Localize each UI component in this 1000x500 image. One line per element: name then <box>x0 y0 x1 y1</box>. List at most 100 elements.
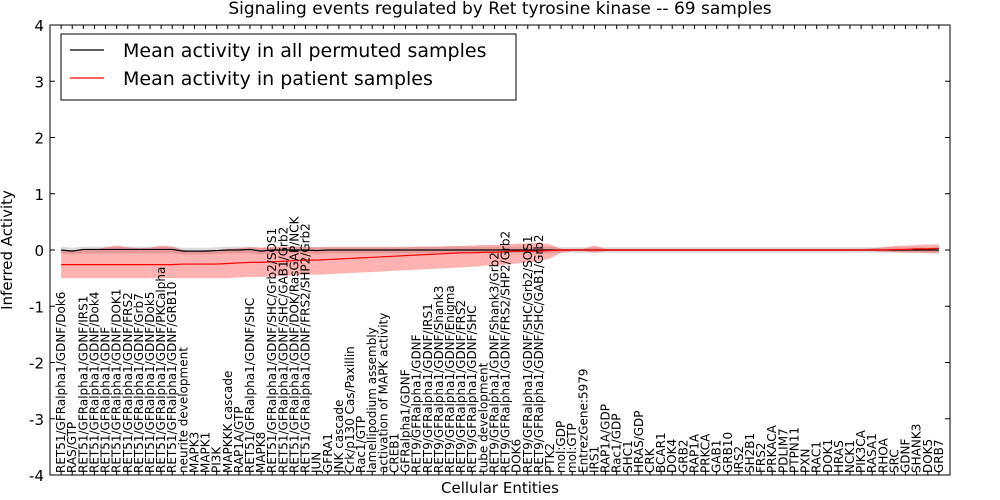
x-tick-label: DOK5 <box>921 439 935 473</box>
x-tick-label: RET9/GFRalpha1/GDNF/FRS2/SHP2/Grb2 <box>499 231 513 473</box>
x-tick-label: MAPK3 <box>187 432 201 473</box>
x-axis-label: Cellular Entities <box>441 479 559 497</box>
x-tick-label: RET9/GFRalpha1/GDNF/SHC/GAB1/Grb2 <box>532 234 546 473</box>
x-tick-label: RAP1A/GTP <box>232 406 246 473</box>
x-tick-label: RET51/GFRalpha1/GDNF/IRS1 <box>76 296 90 473</box>
x-tick-label: MAPK8 <box>254 432 268 473</box>
x-tick-label: RAP1A/GDP <box>599 404 613 473</box>
x-tick-label: MAPKKK cascade <box>221 371 235 473</box>
y-tick-label: -4 <box>29 467 44 485</box>
x-tick-label: BCAR1 <box>654 432 668 473</box>
x-tick-label: RET9/GFRalpha1/GDNF/IRS1 <box>421 303 435 473</box>
x-tick-label: RET9/GFRalpha1/GDNF/Shank3 <box>432 286 446 473</box>
y-tick-label: -3 <box>29 411 44 429</box>
y-tick-label: 0 <box>34 242 44 260</box>
x-axis: RET51/GFRalpha1/GDNF/Dok6RAS/GTPRET51/GF… <box>54 25 946 475</box>
y-tick-label: 1 <box>34 186 44 204</box>
x-tick-label: RET51/GFRalpha1/GDNF/GRB10 <box>165 282 179 473</box>
x-tick-label: Rac1/GTP <box>354 416 368 473</box>
x-tick-label: IRS1 <box>587 446 601 473</box>
x-tick-label: RET51/GFRalpha1/GDNF/SHC/GAB1/Grb2 <box>276 227 290 473</box>
x-tick-label: RET51/GFRalpha1/GDNF/DOK/RasGAP/NCK <box>287 215 301 473</box>
y-axis-label: Inferred Activity <box>0 190 16 310</box>
x-tick-label: RET51/GFRalpha1/GDNF/PKCalpha <box>154 267 168 473</box>
x-tick-label: HRAS <box>832 440 846 473</box>
x-tick-label: GAB1 <box>710 440 724 473</box>
legend-box <box>60 33 517 101</box>
x-tick-label: JNK cascade <box>332 400 346 474</box>
x-tick-label: RET9/GFRalpha1/GDNF/Enigma <box>443 285 457 473</box>
legend-label-patient: Mean activity in patient samples <box>123 68 433 90</box>
x-tick-label: GFRA1 <box>321 433 335 473</box>
x-tick-label: neurite development <box>176 347 190 473</box>
x-tick-label: GDNF <box>899 438 913 473</box>
x-tick-label: DOK6 <box>510 439 524 473</box>
x-tick-label: RET51/GFRalpha1/GDNF <box>99 327 113 473</box>
x-tick-label: GFRalpha1/GDNF <box>399 369 413 473</box>
y-tick-label: 3 <box>34 73 44 91</box>
x-tick-label: IRS2 <box>732 446 746 473</box>
x-tick-label: lamellipodium assembly <box>365 327 379 473</box>
x-tick-label: PDLIM7 <box>776 428 790 473</box>
x-tick-label: tube development <box>476 362 490 473</box>
band-patient <box>61 242 939 279</box>
x-tick-label: GRB7 <box>932 439 946 473</box>
x-tick-label: PI3K <box>210 446 224 473</box>
x-tick-label: RET51/GFRalpha1/GDNF/FRS2 <box>121 292 135 473</box>
x-tick-label: PRKACA <box>765 424 779 473</box>
x-tick-label: JUN <box>310 452 324 474</box>
x-tick-label: RHOA <box>876 437 890 473</box>
x-tick-label: SRC <box>887 449 901 473</box>
legend: Mean activity in all permuted samples Me… <box>60 33 517 101</box>
x-tick-label: RET51/GFRalpha1/GDNF/Grb7 <box>132 293 146 473</box>
x-tick-label: RASA1 <box>865 433 879 473</box>
legend-label-permuted: Mean activity in all permuted samples <box>123 40 486 62</box>
x-tick-label: RET9/GFRalpha1/GDNF/FRS2 <box>454 300 468 473</box>
x-tick-label: EntrezGene:5979 <box>576 369 590 474</box>
x-tick-label: PXN <box>799 449 813 473</box>
x-tick-label: NCK1 <box>843 440 857 473</box>
x-tick-label: SHANK3 <box>910 424 924 473</box>
y-tick-label: 2 <box>34 130 44 148</box>
x-tick-label: CREB1 <box>387 433 401 473</box>
x-tick-label: SH2B1 <box>743 433 757 473</box>
x-tick-label: DOK4 <box>665 439 679 473</box>
x-tick-label: RET51/GFRalpha1/GDNF/DOK1 <box>110 289 124 473</box>
x-tick-label: RET9/GFRalpha1/GDNF/Shank3/Grb2 <box>487 252 501 473</box>
x-tick-label: FRS2 <box>754 443 768 474</box>
x-tick-label: RET51/GFRalpha1/GDNF/Dok4 <box>87 292 101 473</box>
x-tick-label: CRK <box>643 447 657 473</box>
chart-title: Signaling events regulated by Ret tyrosi… <box>228 0 771 19</box>
x-tick-label: mol:GTP <box>565 423 579 473</box>
x-tick-label: RAP1A <box>687 433 701 473</box>
x-tick-label: PTK2 <box>543 443 557 473</box>
x-tick-label: RET9/GFRalpha1/GDNF/SHC <box>465 305 479 473</box>
x-tick-label: MAPK1 <box>199 432 213 473</box>
x-tick-label: GRB10 <box>721 432 735 473</box>
x-tick-label: RET9/GFRalpha1/GDNF <box>410 334 424 473</box>
x-tick-label: PTPN11 <box>787 427 801 473</box>
x-tick-label: RAS/GTP <box>65 422 79 473</box>
x-tick-label: RAC1 <box>810 441 824 473</box>
x-tick-label: GRB2 <box>676 439 690 473</box>
x-tick-label: RET51/GFRalpha1/GDNF/SHC <box>243 298 257 473</box>
y-tick-label: 4 <box>34 17 44 35</box>
x-tick-label: RET51/GFRalpha1/GDNF/FRS2/SHP2/Grb2 <box>299 223 313 473</box>
x-tick-label: mol:GDP <box>554 421 568 473</box>
line-patient <box>61 247 939 266</box>
x-tick-label: SHC1 <box>621 440 635 473</box>
x-tick-label: activation of MAPK activity <box>376 313 390 473</box>
x-tick-label: RET51/GFRalpha1/GDNF/Dok6 <box>54 292 68 473</box>
y-tick-label: -2 <box>29 355 44 373</box>
x-tick-label: RET51/GFRalpha1/GDNF/SHC/Grb2/SOS1 <box>265 228 279 473</box>
x-tick-label: Crk/p130 Cas/Paxillin <box>343 346 357 473</box>
x-tick-label: HRAS/GDP <box>632 410 646 473</box>
x-tick-label: Rac1/GDP <box>610 414 624 473</box>
y-axis: -4 -3 -2 -1 0 1 2 3 4 <box>29 17 950 485</box>
series-lines <box>61 247 939 266</box>
x-tick-label: RET9/GFRalpha1/GDNF/SHC/Grb2/SOS1 <box>521 235 535 473</box>
x-tick-label: RET51/GFRalpha1/GDNF/Dok5 <box>143 292 157 473</box>
x-tick-label: PIK3CA <box>854 429 868 473</box>
x-tick-label: PRKCA <box>699 433 713 473</box>
